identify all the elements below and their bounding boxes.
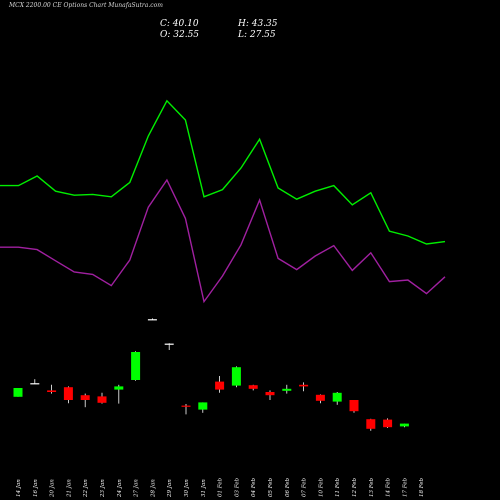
high-value: H: 43.35	[238, 19, 278, 29]
upper-indicator-line	[0, 99, 446, 245]
low-value: L: 27.55	[238, 30, 276, 40]
candle	[147, 318, 157, 321]
x-tick-label: 04 Feb	[251, 477, 257, 497]
candle-body	[349, 400, 359, 412]
x-tick-label: 16 Jan	[33, 479, 39, 497]
x-tick-label: 24 Jan	[117, 479, 123, 498]
candle	[131, 351, 141, 381]
x-tick-label: 21 Jan	[66, 479, 72, 498]
candle-body	[282, 388, 292, 391]
candle	[383, 418, 393, 428]
candle-body	[366, 419, 376, 429]
candle	[215, 376, 225, 393]
candle	[366, 418, 376, 431]
x-tick-label: 14 Feb	[386, 477, 392, 497]
open-value: O: 32.55	[160, 30, 200, 40]
lower-indicator-line	[0, 178, 446, 304]
candle	[13, 388, 23, 397]
candle-body	[63, 387, 73, 400]
candle	[164, 343, 174, 350]
close-value: C: 40.10	[160, 19, 199, 29]
candle-body	[399, 423, 409, 427]
candle	[97, 392, 107, 404]
candle-body	[383, 419, 393, 428]
x-tick-label: 30 Jan	[184, 479, 190, 497]
candle-body	[114, 386, 124, 390]
candle-body	[248, 385, 258, 389]
candles	[13, 318, 409, 431]
candle	[282, 384, 292, 394]
candle	[80, 393, 90, 408]
candle	[315, 394, 325, 404]
candle-body	[131, 352, 141, 380]
x-tick-label: 14 Jan	[16, 479, 22, 497]
candle	[30, 379, 40, 385]
x-tick-label: 22 Jan	[83, 479, 89, 498]
candle	[299, 382, 309, 392]
candle-body	[299, 384, 309, 387]
x-tick-label: 23 Jan	[100, 479, 106, 498]
candle-body	[332, 392, 342, 402]
candle-body	[97, 396, 107, 403]
candle-body	[147, 319, 157, 321]
candle-body	[13, 388, 23, 397]
candle	[349, 400, 359, 413]
candle	[399, 423, 409, 428]
candle-body	[30, 383, 40, 385]
candle-body	[215, 381, 225, 390]
x-tick-label: 20 Jan	[50, 479, 56, 498]
x-tick-label: 07 Feb	[302, 477, 308, 497]
candle	[198, 402, 208, 413]
candle-body	[164, 343, 174, 345]
x-tick-label: 05 Feb	[268, 477, 274, 497]
candle-body	[198, 402, 208, 410]
candle	[231, 366, 241, 388]
x-tick-label: 18 Feb	[419, 477, 425, 497]
x-tick-label: 29 Jan	[167, 479, 173, 498]
x-axis-labels: 14 Jan 16 Jan 20 Jan 21 Jan 22 Jan 23 Jan 24 J…	[16, 477, 425, 498]
x-tick-label: 12 Feb	[352, 477, 358, 497]
x-tick-label: 03 Feb	[234, 477, 240, 497]
x-tick-label: 27 Jan	[134, 479, 140, 498]
candle	[248, 384, 258, 391]
candle-body	[47, 390, 57, 392]
x-tick-label: 06 Feb	[285, 477, 291, 497]
x-tick-label: 11 Feb	[335, 477, 341, 497]
indicator-lines	[0, 99, 446, 304]
x-tick-label: 01 Feb	[218, 477, 224, 497]
x-tick-label: 31 Jan	[201, 479, 207, 497]
chart-title: MCX 2200.00 CE Options Chart MunafaSutra…	[9, 2, 163, 9]
candle-body	[80, 395, 90, 400]
candle	[265, 390, 275, 400]
x-tick-label: 17 Feb	[402, 477, 408, 497]
candle	[63, 386, 73, 404]
x-tick-label: 13 Feb	[369, 477, 375, 497]
candle-body	[181, 405, 191, 407]
candle	[47, 384, 57, 394]
candle-body	[315, 394, 325, 401]
x-tick-label: 10 Feb	[318, 477, 324, 497]
x-tick-label: 28 Jan	[150, 479, 156, 498]
candle	[181, 404, 191, 415]
candle-body	[231, 367, 241, 386]
candle	[332, 392, 342, 405]
candle-body	[265, 392, 275, 396]
candle	[114, 384, 124, 404]
